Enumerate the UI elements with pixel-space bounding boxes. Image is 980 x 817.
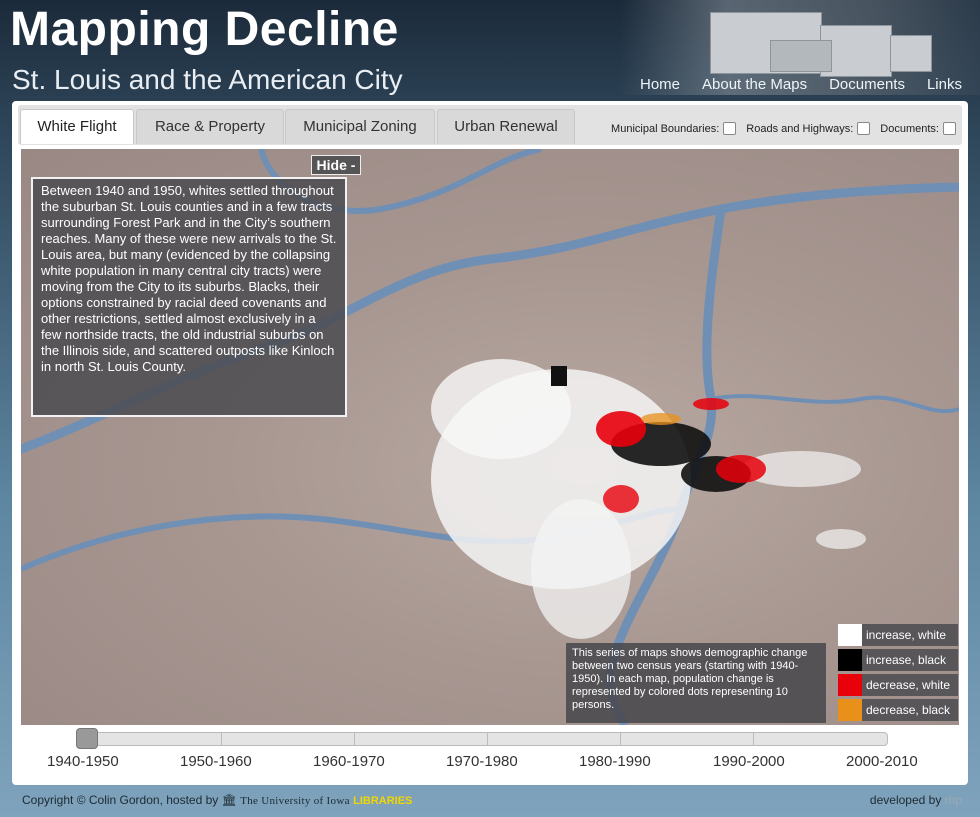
copyright-text: Copyright © Colin Gordon, hosted by [22, 793, 219, 807]
toggle-label: Documents: [880, 122, 939, 135]
header-photo [620, 0, 980, 95]
developed-by-text: developed by [869, 793, 942, 807]
year-label-1950[interactable]: 1950-1960 [180, 753, 252, 770]
legend: increase, white increase, black decrease… [838, 624, 958, 724]
tab-white-flight[interactable]: White Flight [20, 109, 134, 144]
nav-documents[interactable]: Documents [829, 76, 905, 93]
building-icon: 🏛 [221, 793, 237, 807]
main-nav: Home About the Maps Documents Links [640, 76, 962, 93]
year-label-1940[interactable]: 1940-1950 [47, 753, 119, 770]
toggle-municipal-boundaries[interactable]: Municipal Boundaries: [611, 122, 737, 135]
timeline-slider-track[interactable] [78, 732, 888, 746]
layer-toggles: Municipal Boundaries: Roads and Highways… [611, 122, 956, 135]
legend-label: increase, black [866, 653, 947, 667]
slider-tick [487, 733, 488, 745]
nav-links[interactable]: Links [926, 76, 962, 93]
toggle-documents[interactable]: Documents: [880, 122, 956, 135]
legend-swatch [838, 624, 862, 646]
toggle-label: Municipal Boundaries: [611, 122, 720, 135]
hide-button[interactable]: Hide - [311, 155, 361, 175]
legend-label: decrease, black [866, 703, 951, 717]
legend-swatch [838, 649, 862, 671]
legend-item: decrease, white [838, 674, 958, 696]
year-label-2000[interactable]: 2000-2010 [846, 753, 918, 770]
year-label-1990[interactable]: 1990-2000 [713, 753, 785, 770]
nav-home[interactable]: Home [640, 76, 681, 93]
population-dots [431, 359, 866, 639]
main-panel: White Flight Race & Property Municipal Z… [12, 101, 968, 785]
roads-highways-checkbox[interactable] [857, 122, 871, 135]
tab-race-property[interactable]: Race & Property [136, 109, 284, 144]
year-label-1980[interactable]: 1980-1990 [579, 753, 651, 770]
tab-municipal-zoning[interactable]: Municipal Zoning [285, 109, 435, 144]
tab-urban-renewal[interactable]: Urban Renewal [437, 109, 575, 144]
toggle-roads-highways[interactable]: Roads and Highways: [746, 122, 871, 135]
municipal-boundaries-checkbox[interactable] [723, 122, 737, 135]
university-name: The University of Iowa [240, 795, 350, 807]
slider-tick [753, 733, 754, 745]
header: Mapping Decline St. Louis and the Americ… [0, 0, 980, 100]
slider-tick [221, 733, 222, 745]
series-note: This series of maps shows demographic ch… [566, 643, 826, 723]
site-title: Mapping Decline [10, 3, 399, 56]
year-label-1960[interactable]: 1960-1970 [313, 753, 385, 770]
documents-checkbox[interactable] [943, 122, 956, 135]
legend-label: increase, white [866, 628, 947, 642]
legend-item: increase, black [838, 649, 958, 671]
map-view[interactable]: Hide - Between 1940 and 1950, whites set… [21, 149, 959, 725]
developer-link[interactable]: rbp [944, 793, 962, 807]
legend-label: decrease, white [866, 678, 951, 692]
slider-tick [620, 733, 621, 745]
description-box: Between 1940 and 1950, whites settled th… [31, 177, 347, 417]
slider-tick [354, 733, 355, 745]
footer-developer: developed by rbp [870, 793, 962, 807]
libraries-label: LIBRARIES [353, 795, 413, 807]
timeline-slider-handle[interactable] [76, 728, 98, 749]
year-label-1970[interactable]: 1970-1980 [446, 753, 518, 770]
legend-swatch [838, 674, 862, 696]
footer-credit: Copyright © Colin Gordon, hosted by 🏛 Th… [22, 793, 412, 807]
tab-bar: White Flight Race & Property Municipal Z… [18, 105, 962, 145]
nav-about-maps[interactable]: About the Maps [702, 76, 808, 93]
university-logo[interactable]: 🏛 The University of Iowa LIBRARIES [222, 793, 413, 807]
footer: Copyright © Colin Gordon, hosted by 🏛 Th… [0, 790, 980, 817]
legend-swatch [838, 699, 862, 721]
legend-item: decrease, black [838, 699, 958, 721]
toggle-label: Roads and Highways: [746, 122, 854, 135]
legend-item: increase, white [838, 624, 958, 646]
site-subtitle: St. Louis and the American City [12, 64, 403, 95]
